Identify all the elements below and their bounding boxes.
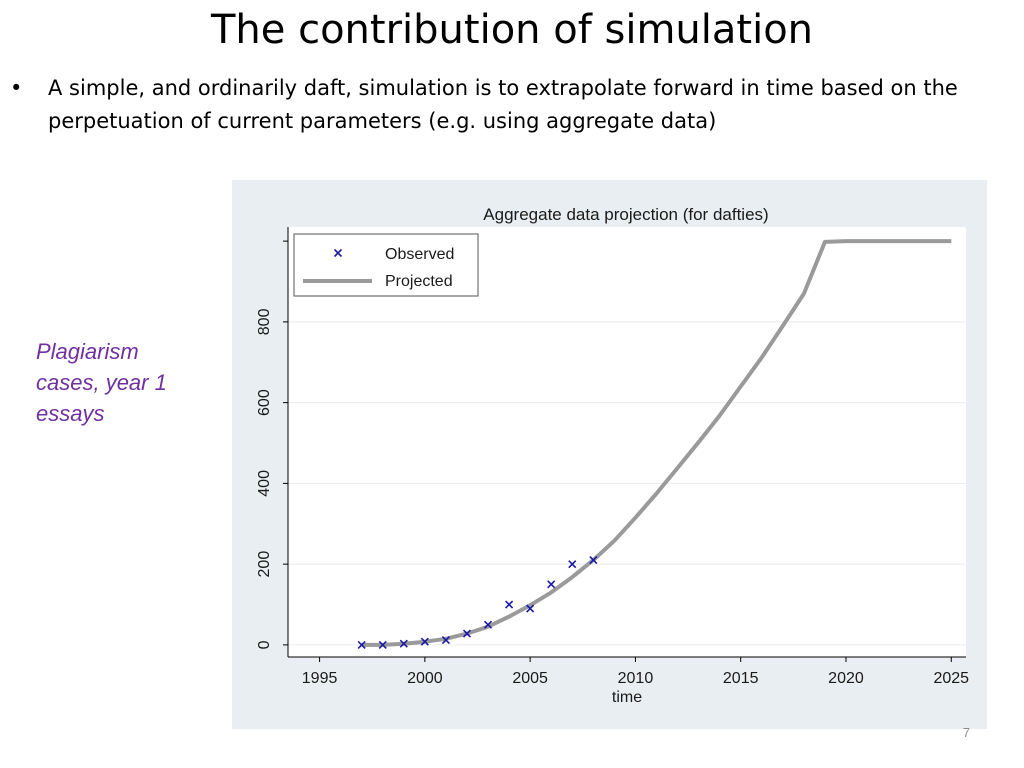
observed-point	[589, 556, 598, 565]
y-tick-label: 600	[256, 389, 273, 416]
y-tick-label: 200	[256, 551, 273, 578]
chart: 0 200 400 600 800 1995 2000 2005 2010 2015 2020 202…	[232, 180, 987, 729]
legend-observed-marker	[333, 248, 343, 258]
legend-observed-label: Observed	[385, 246, 454, 263]
x-axis-label: time	[612, 689, 642, 706]
projected-series-line	[361, 239, 952, 647]
slide-title: The contribution of simulation	[210, 7, 814, 53]
data-marks	[357, 239, 952, 649]
y-tick-label: 400	[256, 470, 273, 497]
legend-projected-label: Projected	[385, 273, 453, 290]
axis-ticks: 0 200 400 600 800 1995 2000 2005 2010 2015 2020 202…	[256, 240, 969, 687]
x-tick-label: 2005	[512, 670, 548, 687]
observed-point-stroke	[526, 604, 535, 613]
y-tick-label: 800	[256, 308, 273, 335]
observed-point-stroke	[420, 637, 429, 646]
x-tick-label: 2025	[933, 670, 969, 687]
chart-title: Aggregate data projection (for dafties)	[483, 205, 768, 224]
x-tick-label: 2015	[723, 670, 759, 687]
observed-point-stroke	[547, 580, 556, 589]
observed-point-stroke	[462, 629, 472, 638]
y-tick-label: 0	[256, 640, 273, 649]
observed-point-stroke	[357, 640, 366, 649]
observed-point	[462, 629, 472, 638]
x-tick-label: 2010	[618, 670, 654, 687]
observed-point-stroke	[589, 556, 598, 565]
page-number: 7	[962, 725, 970, 740]
plot-area	[288, 227, 966, 657]
observed-point	[568, 560, 577, 569]
observed-point-stroke	[505, 600, 514, 609]
observed-point	[505, 600, 514, 609]
observed-point	[547, 580, 556, 589]
observed-point	[357, 640, 366, 649]
x-tick-label: 2000	[407, 670, 443, 687]
legend-x-stroke	[333, 248, 343, 258]
x-tick-label: 2020	[828, 670, 864, 687]
bullet-text: A simple, and ordinarily daft, simulatio…	[48, 76, 958, 133]
observed-point-stroke	[568, 560, 577, 569]
observed-point-stroke	[441, 635, 450, 645]
observed-point	[441, 635, 450, 645]
legend: Observed Projected	[293, 233, 479, 297]
bullet-dot: •	[10, 76, 23, 100]
observed-point	[378, 640, 387, 649]
observed-point-stroke	[378, 640, 387, 649]
observed-point	[526, 604, 535, 613]
observed-point	[483, 620, 493, 629]
legend-box	[293, 233, 479, 297]
observed-point-stroke	[399, 639, 408, 648]
observed-point	[420, 637, 429, 646]
observed-point	[399, 639, 408, 648]
side-note: Plagiarism cases, year 1 essays	[36, 339, 167, 426]
observed-point-stroke	[483, 620, 493, 629]
x-tick-label: 1995	[302, 670, 338, 687]
